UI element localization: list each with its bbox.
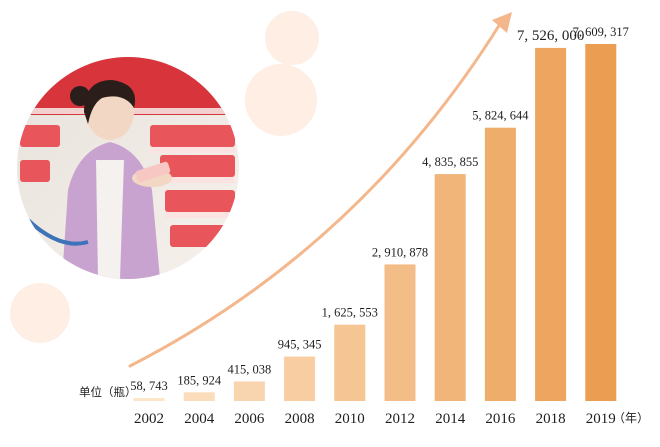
tick-label-2018: 2018 [536, 411, 566, 427]
tick-label-2002: 2002 [134, 411, 164, 427]
tick-label-2004: 2004 [184, 411, 215, 427]
value-label-2006: 415, 038 [228, 363, 272, 377]
tick-label-2019: 2019 [586, 411, 616, 427]
tick-label-2008: 2008 [285, 411, 315, 427]
growth-arrow-head [492, 12, 512, 33]
unit-label: 单位（瓶） [79, 385, 137, 399]
bar-2004 [183, 392, 215, 401]
tick-label-2012: 2012 [385, 411, 415, 427]
growth-arrow-line [128, 22, 502, 368]
tick-label-2014: 2014 [435, 411, 466, 427]
tick-label-2010: 2010 [335, 411, 365, 427]
value-label-2002: 58, 743 [130, 379, 168, 393]
growth-arrow [128, 12, 512, 368]
x-axis-tick-labels: 2002 2004 2006 2008 2010 2012 2014 2016 2018 2019 [134, 411, 616, 427]
decor-circle-top [265, 11, 319, 65]
decorative-circles [10, 11, 319, 343]
decor-circle-mid [245, 64, 317, 136]
tick-label-2016: 2016 [485, 411, 516, 427]
value-label-2019: 7, 609, 317 [573, 25, 629, 39]
bar-2006 [233, 381, 265, 401]
bar-2018 [535, 47, 567, 402]
bar-2019 [585, 44, 617, 401]
x-axis-suffix-label: （年） [613, 411, 649, 425]
value-label-2004: 185, 924 [177, 373, 222, 387]
tick-label-2006: 2006 [234, 411, 265, 427]
decor-circle-left [10, 283, 70, 343]
value-labels: 58, 743 185, 924 415, 038 945, 345 1, 625, 5… [130, 25, 629, 393]
supermarket-photo [17, 57, 239, 279]
value-label-2016: 5, 824, 644 [472, 109, 529, 123]
bar-2012 [384, 264, 416, 401]
bar-2002 [133, 398, 165, 401]
value-label-2018: 7, 526, 000 [517, 28, 585, 44]
bar-2008 [284, 356, 316, 401]
value-label-2010: 1, 625, 553 [322, 306, 378, 320]
value-label-2008: 945, 345 [278, 338, 322, 352]
bar-series [133, 44, 617, 402]
bar-2014 [434, 174, 466, 401]
bar-2010 [334, 324, 366, 401]
bar-2016 [484, 127, 516, 401]
value-label-2012: 2, 910, 878 [372, 245, 428, 259]
value-label-2014: 4, 835, 855 [422, 155, 478, 169]
